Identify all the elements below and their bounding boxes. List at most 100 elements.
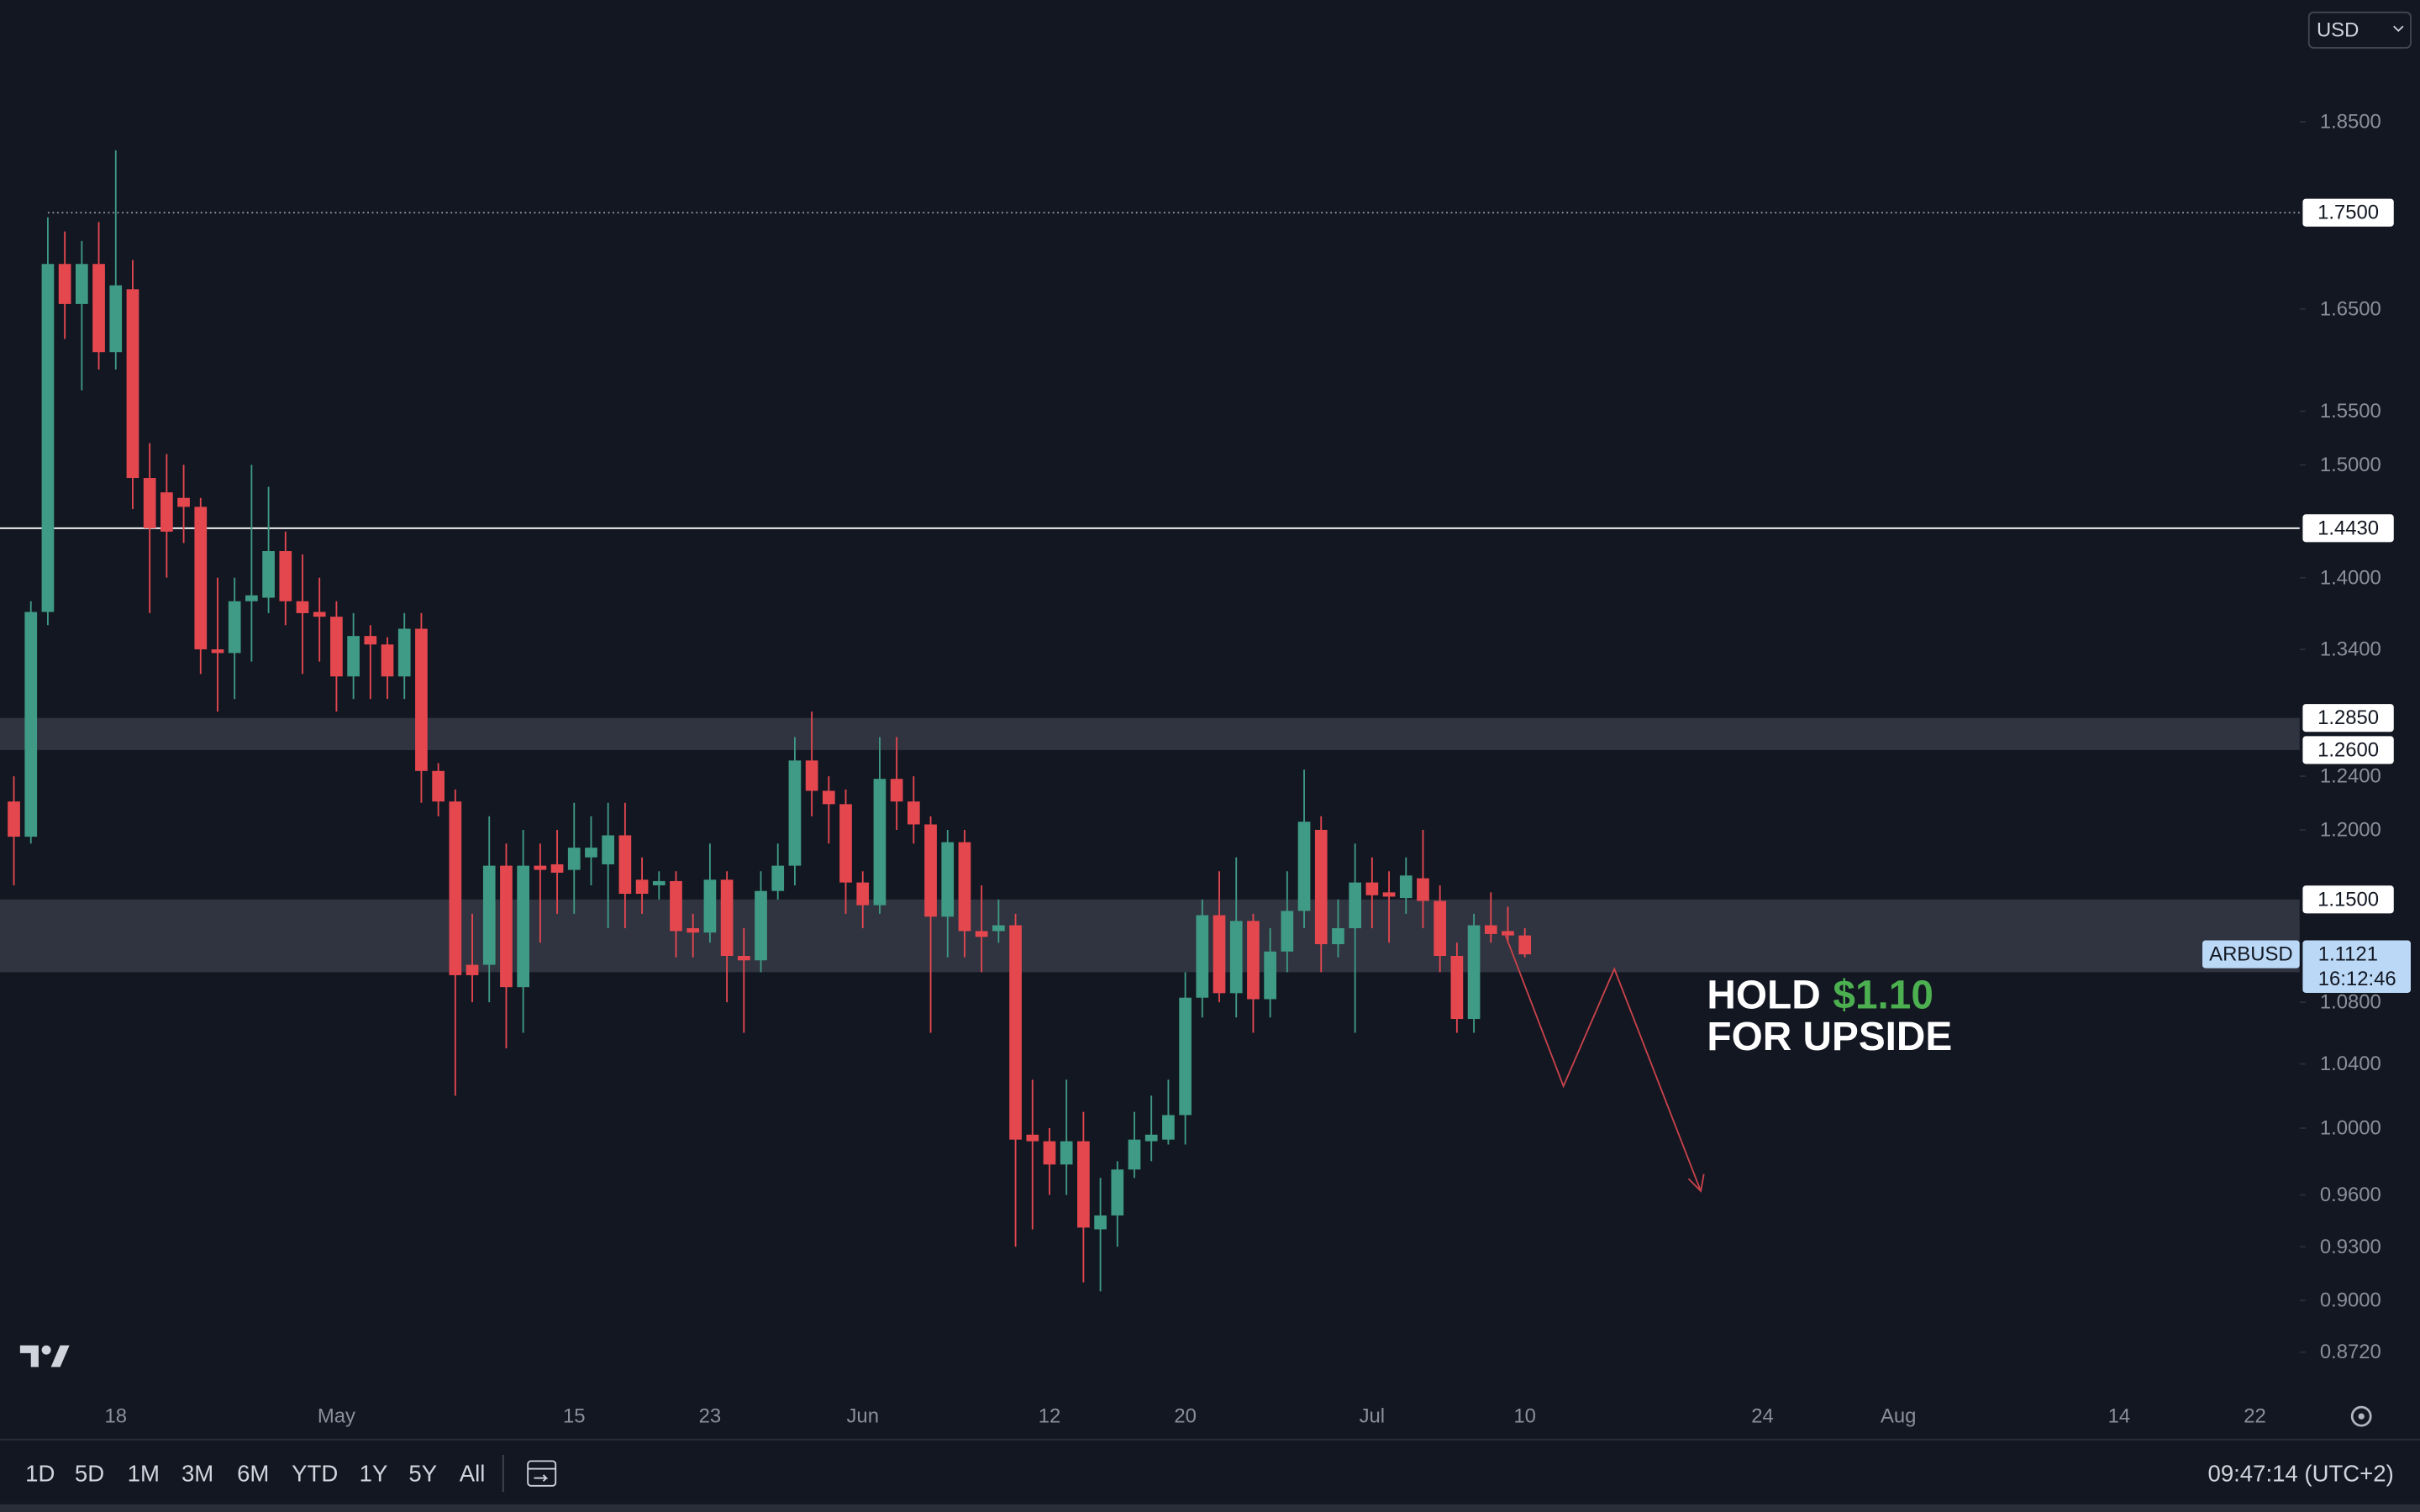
- x-tick-label: Aug: [1881, 1405, 1916, 1428]
- candle-body: [1094, 1215, 1107, 1230]
- candle-body: [1144, 1134, 1158, 1142]
- range-button[interactable]: 3M: [182, 1461, 213, 1487]
- candle-body: [737, 956, 750, 961]
- candle-body: [908, 801, 920, 825]
- candle-body: [975, 931, 988, 937]
- currency: USD: [2317, 18, 2359, 41]
- candle-body: [1196, 915, 1209, 998]
- last-price-box: [2302, 940, 2411, 993]
- candle-body: [788, 760, 802, 866]
- annotation-price: $1.10: [1833, 973, 1933, 1017]
- candle-body: [1264, 951, 1276, 1000]
- range-button[interactable]: 1Y: [360, 1461, 388, 1487]
- y-tick-label: 1.3400: [2320, 638, 2381, 661]
- candle-body: [517, 865, 529, 988]
- zone: [0, 717, 2300, 750]
- zone-label-box: [2302, 704, 2394, 732]
- y-tick-label: 0.9600: [2320, 1184, 2381, 1206]
- candle-body: [1128, 1139, 1141, 1170]
- logo-part: [41, 1345, 51, 1355]
- candle-body: [330, 617, 343, 677]
- candle-body: [1026, 1134, 1039, 1142]
- candle-body: [839, 804, 852, 883]
- candle-body: [1365, 882, 1379, 895]
- candle-body: [687, 927, 700, 933]
- candle-body: [313, 612, 326, 617]
- candle-body: [585, 848, 597, 858]
- candle-body: [347, 636, 360, 677]
- annotation: FOR UPSIDE: [1707, 1015, 1952, 1059]
- candle-body: [1518, 935, 1532, 955]
- zone-label-box: [2302, 736, 2394, 764]
- candle-body: [771, 865, 785, 891]
- range-button[interactable]: 5Y: [408, 1461, 437, 1487]
- candle-body: [245, 595, 258, 601]
- candle-body: [602, 835, 615, 864]
- candle-body: [500, 865, 513, 988]
- y-tick-label: 1.5500: [2320, 400, 2381, 423]
- candle-body: [941, 842, 955, 917]
- level-label-box: [2302, 514, 2394, 543]
- candle-body: [1382, 892, 1396, 897]
- candle-body: [805, 760, 818, 791]
- range-button[interactable]: 1D: [25, 1461, 55, 1487]
- candle-body: [1213, 915, 1226, 994]
- range-button[interactable]: YTD: [292, 1461, 338, 1487]
- y-tick-label: 0.9000: [2320, 1289, 2381, 1312]
- candle-body: [958, 842, 971, 932]
- x-tick-label: 18: [104, 1405, 127, 1428]
- candle-body: [177, 497, 190, 507]
- logo-part: [19, 1345, 39, 1368]
- zone-label: 1.1500: [2317, 888, 2379, 911]
- x-tick-label: 15: [563, 1405, 586, 1428]
- y-tick-label: 0.8720: [2320, 1341, 2381, 1363]
- symbol-box: [2202, 940, 2300, 969]
- x-tick-label: May: [318, 1405, 355, 1428]
- candle-body: [296, 601, 309, 613]
- range-button[interactable]: All: [460, 1461, 486, 1487]
- level-label: 1.4430: [2317, 517, 2379, 539]
- candle-body: [1467, 925, 1481, 1020]
- price-axis: 1.8500 1.6500 1.5500 1.5000 1.4000 1.3400 1.24…: [2202, 110, 2411, 1363]
- candle-body: [720, 879, 734, 957]
- candle-body: [1450, 956, 1464, 1020]
- candle-body: [1281, 911, 1294, 952]
- candle-body: [262, 551, 275, 598]
- candle-body: [194, 507, 208, 650]
- candle-body: [567, 848, 581, 870]
- candle-body: [635, 879, 649, 895]
- candle-body: [364, 636, 377, 645]
- candle-body: [992, 925, 1005, 932]
- candle-body: [58, 264, 71, 304]
- currency-select[interactable]: [2307, 11, 2412, 49]
- range-button[interactable]: 1M: [128, 1461, 160, 1487]
- zone-label-box: [2302, 885, 2394, 914]
- candle-body: [1060, 1141, 1073, 1165]
- settings-icon[interactable]: [2350, 1405, 2372, 1427]
- candle-body: [8, 801, 20, 837]
- range-button[interactable]: 5D: [75, 1461, 104, 1487]
- settings-icon-dot: [2358, 1413, 2365, 1420]
- zone-label: 1.2850: [2317, 706, 2379, 729]
- x-tick-label: 12: [1039, 1405, 1061, 1428]
- chevron: [2393, 25, 2404, 33]
- candle-body: [381, 644, 394, 677]
- candle-body: [41, 264, 55, 612]
- candle-body: [618, 835, 632, 895]
- candle-body: [432, 770, 445, 802]
- x-tick-label: 24: [1751, 1405, 1774, 1428]
- annotation-text: HOLD: [1707, 973, 1820, 1017]
- candle-body: [1349, 882, 1361, 928]
- projection-arrow: [1503, 932, 1702, 1192]
- y-tick-label: 1.8500: [2320, 110, 2381, 133]
- x-tick-label: 20: [1174, 1405, 1197, 1428]
- candle-body: [126, 289, 139, 479]
- range-button[interactable]: 6M: [237, 1461, 269, 1487]
- candle-body: [160, 492, 173, 532]
- date-range-icon[interactable]: [527, 1460, 557, 1487]
- countdown: 16:12:46: [2318, 968, 2396, 990]
